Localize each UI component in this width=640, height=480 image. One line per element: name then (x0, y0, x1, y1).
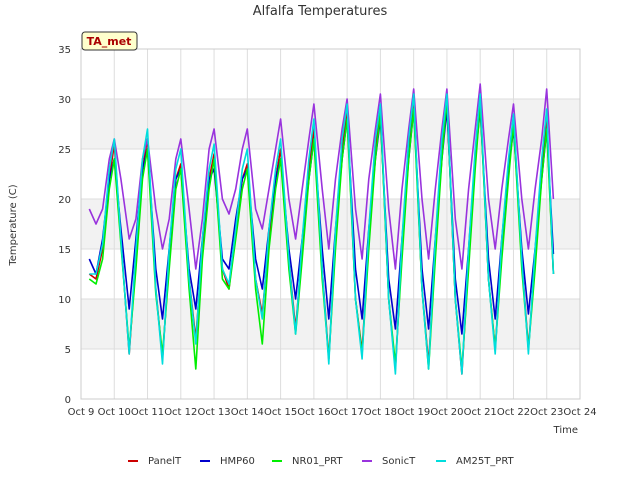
x-tick-label: Oct 24 (563, 407, 596, 418)
y-tick-label: 25 (58, 145, 71, 156)
ta-met-badge: TA_met (81, 31, 138, 51)
legend-label: AM25T_PRT (456, 456, 515, 467)
y-tick-label: 30 (58, 95, 71, 106)
plot-band (81, 99, 580, 149)
x-tick-label: Oct 21 (464, 407, 497, 418)
series-line-am25t-prt (89, 93, 555, 375)
x-tick-label: Oct 19 (397, 407, 430, 418)
plot-area (80, 48, 581, 400)
x-tick-label: Oct 10 (98, 407, 131, 418)
legend-label: PanelT (148, 456, 182, 467)
x-axis-label: Time (553, 425, 578, 436)
legend-label: NR01_PRT (292, 456, 343, 467)
x-tick-label: Oct 13 (197, 407, 230, 418)
legend-item-sonict: SonicT (362, 456, 416, 467)
y-axis-ticks: 0 5 10 15 20 25 30 35 (58, 45, 71, 406)
y-axis-label: Temperature (C) (8, 184, 19, 266)
ta-met-badge-box (81, 31, 138, 51)
chart-title: Alfalfa Temperatures (253, 4, 388, 19)
legend-item-am25t-prt: AM25T_PRT (436, 456, 515, 467)
x-tick-label: Oct 12 (164, 407, 197, 418)
x-tick-label: Oct 17 (331, 407, 364, 418)
y-tick-label: 5 (65, 345, 71, 356)
x-tick-label: Oct 14 (231, 407, 264, 418)
x-tick-label: Oct 15 (264, 407, 297, 418)
x-axis-ticks: Oct 9 Oct 10 Oct 11 Oct 12 Oct 13 Oct 14 Oct 1… (68, 407, 597, 418)
x-tick-label: Oct 9 (68, 407, 95, 418)
x-tick-label: Oct 18 (364, 407, 397, 418)
legend-label: SonicT (382, 456, 416, 467)
legend-item-panelt: PanelT (128, 456, 182, 467)
ta-met-badge-text: TA_met (87, 35, 132, 48)
series-lines (88, 83, 555, 375)
series-line-sonict (88, 83, 555, 270)
y-tick-label: 10 (58, 295, 71, 306)
legend: PanelT HMP60 NR01_PRT SonicT AM25T_PRT (128, 456, 515, 467)
x-tick-label: Oct 23 (530, 407, 563, 418)
legend-item-nr01-prt: NR01_PRT (272, 456, 343, 467)
x-tick-label: Oct 22 (497, 407, 530, 418)
x-tick-label: Oct 16 (297, 407, 330, 418)
legend-label: HMP60 (220, 456, 255, 467)
x-tick-label: Oct 20 (430, 407, 463, 418)
y-tick-label: 0 (65, 395, 71, 406)
legend-item-hmp60: HMP60 (200, 456, 255, 467)
y-tick-label: 35 (58, 45, 71, 56)
x-tick-label: Oct 11 (131, 407, 164, 418)
y-tick-label: 15 (58, 245, 71, 256)
y-tick-label: 20 (58, 195, 71, 206)
